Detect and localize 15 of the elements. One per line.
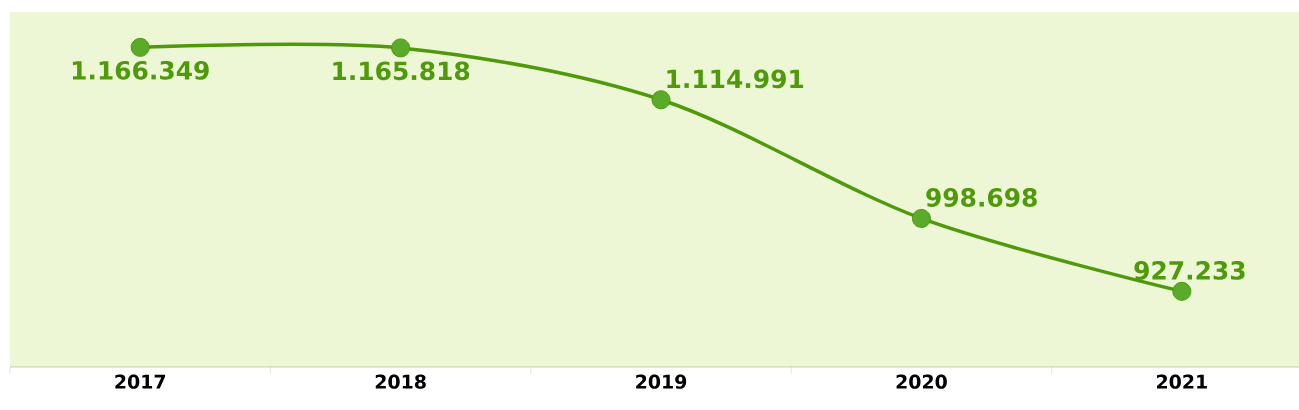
- x-tick-label: 2017: [115, 374, 166, 389]
- data-label: 927.233: [1134, 261, 1245, 280]
- x-tick-label: 2021: [1157, 374, 1207, 389]
- point: [651, 90, 671, 110]
- point: [130, 37, 150, 57]
- data-label: 1.166.349: [72, 60, 209, 80]
- point: [911, 208, 931, 228]
- x-tick-label: 2018: [375, 374, 426, 389]
- data-label: 1.114.991: [667, 69, 804, 89]
- point: [391, 38, 411, 58]
- data-label: 998.698: [926, 188, 1037, 207]
- data-label: 1.165.818: [333, 61, 470, 81]
- x-tick-label: 2020: [896, 374, 947, 389]
- x-tick-label: 2019: [636, 374, 687, 389]
- point: [1172, 281, 1192, 301]
